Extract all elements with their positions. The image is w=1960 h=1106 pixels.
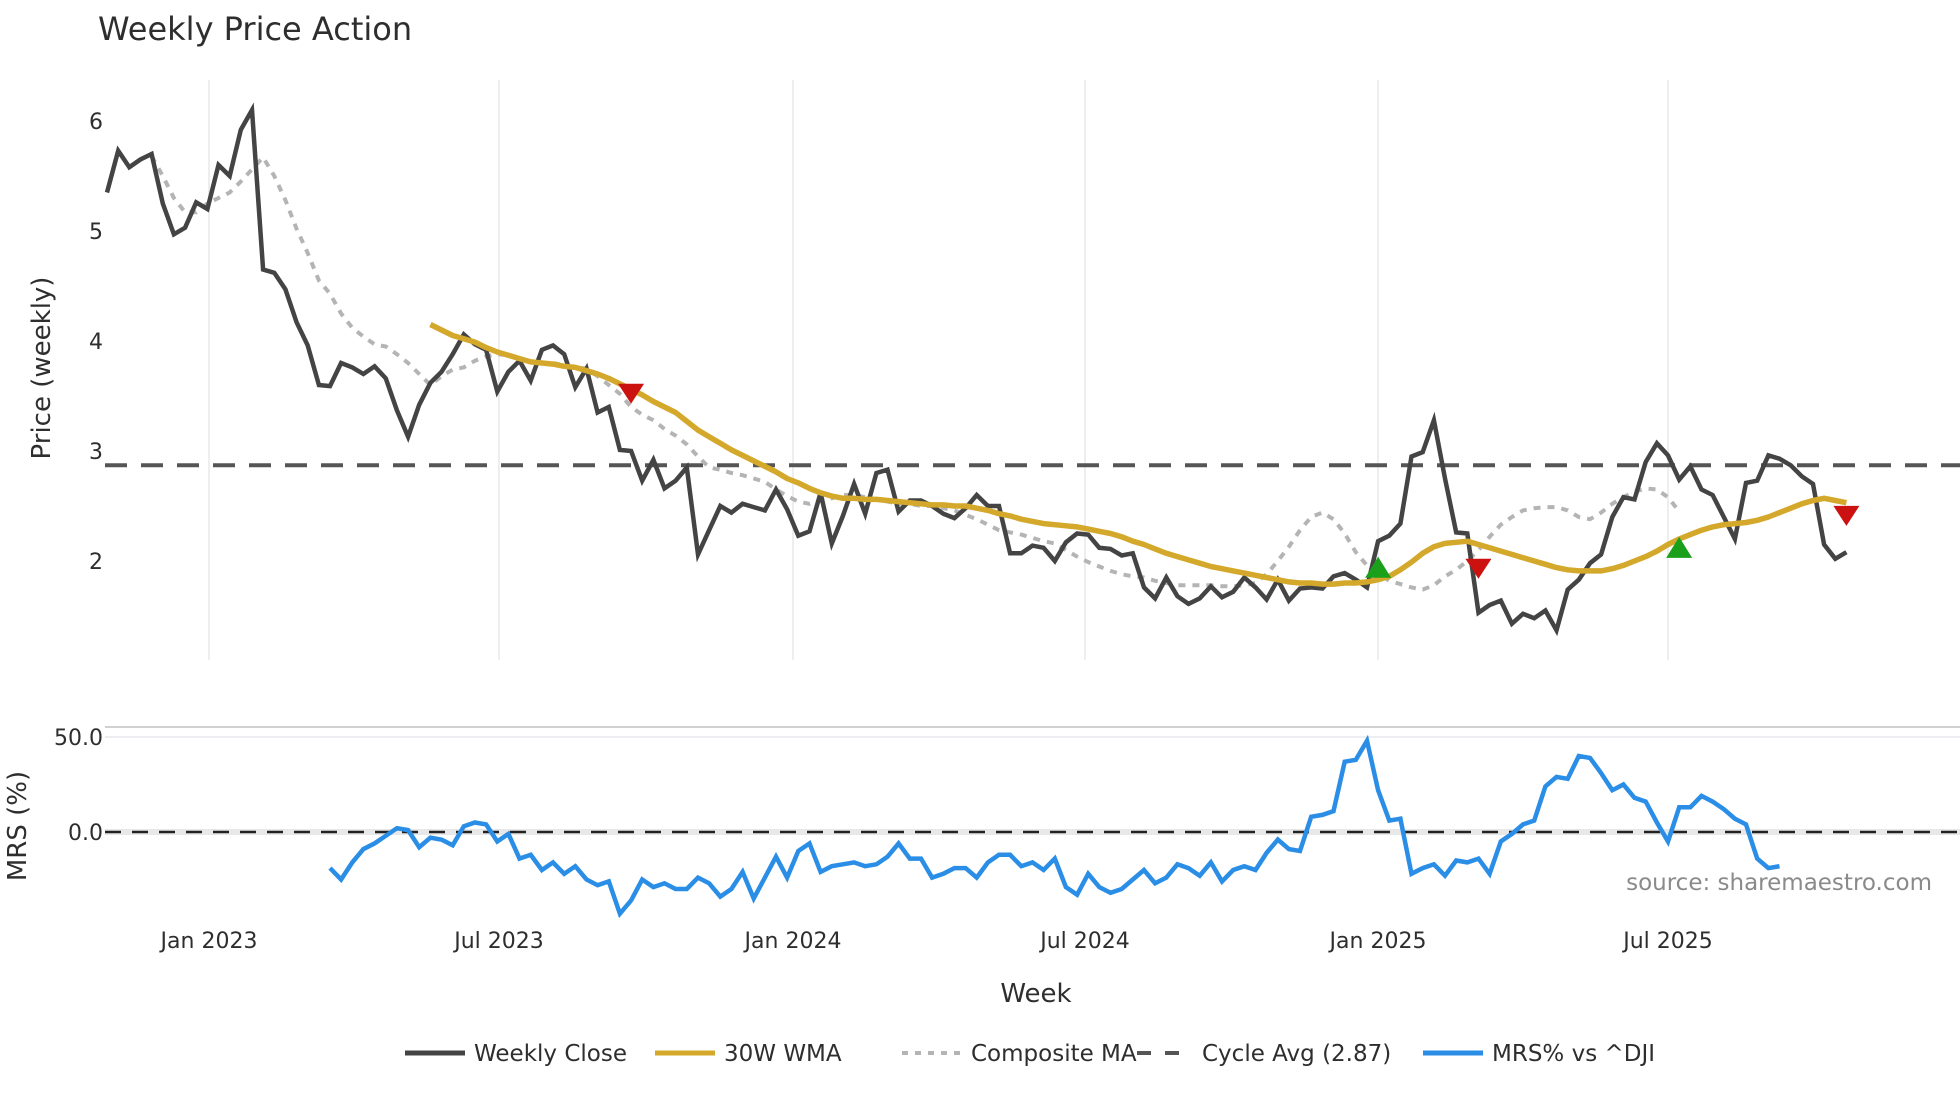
- legend-label: Weekly Close: [474, 1041, 627, 1067]
- sell-signal-triangle-down-icon: [1465, 558, 1492, 579]
- legend-item[interactable]: MRS% vs ^DJI: [1423, 1041, 1655, 1067]
- mrs-line: [328, 734, 1780, 919]
- signal-markers: [618, 383, 1860, 579]
- x-tick-label: Jan 2024: [743, 929, 842, 954]
- price-y-tick-label: 3: [89, 440, 103, 465]
- legend-item[interactable]: Composite MA: [902, 1041, 1137, 1067]
- price-y-tick-label: 4: [89, 330, 103, 355]
- legend-item[interactable]: 30W WMA: [655, 1041, 842, 1067]
- mrs-y-axis-title: MRS (%): [3, 771, 33, 881]
- buy-signal-triangle-up-icon: [1365, 556, 1392, 578]
- legend-label: 30W WMA: [724, 1041, 842, 1067]
- price-y-tick-label: 6: [89, 110, 103, 135]
- legend: Weekly Close 30W WMA Composite MA Cycle Avg…: [405, 1041, 1655, 1067]
- wma-30w-line: [429, 322, 1847, 587]
- mrs-y-tick-label: 50.0: [54, 726, 103, 751]
- x-tick-label: Jan 2025: [1328, 929, 1427, 954]
- weekly-close-line: [104, 102, 1848, 637]
- x-tick-label: Jul 2023: [452, 929, 544, 954]
- x-axis-ticks: Jan 2023 Jul 2023 Jan 2024 Jul 2024 Jan 2025…: [159, 929, 1713, 954]
- x-tick-label: Jan 2023: [159, 929, 258, 954]
- x-axis-title: Week: [1000, 979, 1071, 1009]
- legend-label: MRS% vs ^DJI: [1492, 1041, 1655, 1067]
- legend-item[interactable]: Cycle Avg (2.87): [1137, 1041, 1391, 1067]
- legend-label: Composite MA: [971, 1041, 1137, 1067]
- price-y-ticks: 6 5 4 3 2: [89, 110, 103, 575]
- price-y-tick-label: 2: [89, 550, 103, 575]
- x-tick-label: Jul 2024: [1038, 929, 1130, 954]
- price-y-axis-title: Price (weekly): [27, 277, 57, 460]
- legend-label: Cycle Avg (2.87): [1202, 1041, 1391, 1067]
- mrs-y-tick-label: 0.0: [68, 821, 103, 846]
- price-y-tick-label: 5: [89, 220, 103, 245]
- price-vertical-gridlines: [208, 80, 1669, 660]
- sell-signal-triangle-down-icon: [1833, 505, 1860, 526]
- buy-signal-triangle-up-icon: [1666, 536, 1693, 558]
- mrs-y-ticks: 50.0 0.0: [54, 726, 103, 846]
- source-watermark: source: sharemaestro.com: [1626, 870, 1932, 896]
- chart-title: Weekly Price Action: [98, 10, 412, 48]
- sell-signal-triangle-down-icon: [618, 383, 645, 404]
- x-tick-label: Jul 2025: [1621, 929, 1713, 954]
- legend-item[interactable]: Weekly Close: [405, 1041, 627, 1067]
